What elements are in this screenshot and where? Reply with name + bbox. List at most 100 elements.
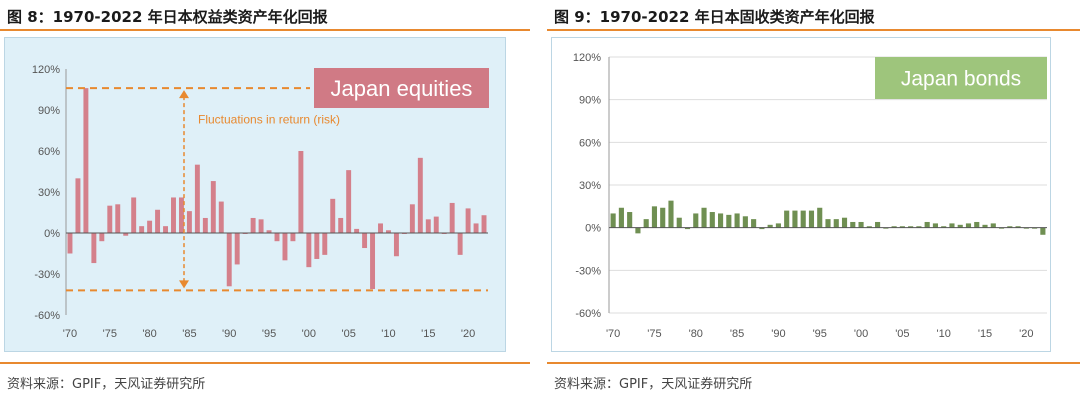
bar — [627, 212, 633, 228]
bar — [858, 221, 864, 228]
bar — [139, 226, 145, 233]
bar — [91, 233, 97, 264]
bar — [386, 230, 391, 233]
bar — [123, 233, 129, 236]
y-tick-label: -60% — [34, 310, 60, 322]
bar — [99, 233, 105, 242]
bar — [258, 219, 264, 233]
source-rule — [0, 362, 530, 364]
bar — [370, 233, 376, 290]
bar — [210, 181, 216, 233]
y-tick-label: 120% — [573, 52, 601, 64]
bar — [941, 226, 947, 228]
x-tick-label: '75 — [103, 328, 117, 340]
x-tick-label: '05 — [341, 328, 355, 340]
bar — [875, 221, 881, 228]
bar — [610, 213, 616, 228]
bar — [266, 230, 272, 233]
y-tick-label: 0% — [44, 228, 60, 240]
source-note: 资料来源：GPIF，天风证券研究所 — [7, 377, 206, 392]
bar — [808, 210, 815, 228]
bar — [433, 216, 439, 233]
bar — [362, 233, 368, 249]
x-tick-label: '90 — [222, 328, 236, 340]
bar — [792, 210, 798, 228]
bar — [908, 226, 914, 228]
y-tick-label: 90% — [38, 105, 60, 117]
source-rule — [547, 362, 1080, 364]
bar — [409, 204, 415, 233]
figure-panel-bonds: 图 9：1970-2022 年日本固收类资产年化回报 120% 90% 60% 30%… — [547, 0, 1080, 400]
bar — [147, 220, 153, 233]
bar — [282, 233, 288, 261]
title-rule — [547, 29, 1080, 31]
bar — [378, 223, 383, 233]
y-tick-label: 30% — [38, 187, 60, 199]
bar — [354, 228, 360, 233]
bar — [218, 201, 224, 233]
risk-annotation: Fluctuations in return (risk) — [198, 113, 340, 127]
bar — [1015, 226, 1021, 228]
bar — [75, 178, 81, 233]
bar — [1007, 226, 1013, 228]
x-tick-label: '15 — [978, 328, 992, 340]
x-tick-label: '20 — [1019, 328, 1033, 340]
bar — [481, 215, 487, 233]
bar — [635, 227, 641, 234]
bar — [693, 213, 699, 228]
bar — [990, 223, 996, 228]
bar — [465, 208, 471, 233]
bar — [155, 209, 161, 233]
source-note: 资料来源：GPIF，天风证券研究所 — [554, 377, 753, 392]
bar — [709, 212, 715, 228]
bar — [115, 204, 121, 233]
bar — [891, 226, 897, 228]
bar — [107, 205, 113, 233]
bar — [833, 219, 839, 228]
y-tick-label: 60% — [38, 146, 60, 158]
x-tick-label: '15 — [421, 328, 435, 340]
x-tick-label: '90 — [771, 328, 785, 340]
bar — [250, 217, 256, 233]
series-label-box — [314, 68, 489, 108]
bar — [417, 157, 423, 233]
bar — [726, 214, 732, 228]
bar — [701, 207, 707, 228]
bar — [67, 233, 73, 254]
x-tick-label: '85 — [730, 328, 744, 340]
bar — [982, 224, 988, 228]
bar — [676, 217, 682, 228]
x-tick-label: '95 — [813, 328, 827, 340]
bar — [949, 223, 955, 228]
bar — [314, 233, 320, 259]
bar — [957, 224, 963, 228]
bar — [425, 219, 431, 233]
bar — [932, 223, 938, 228]
x-tick-label: '80 — [142, 328, 156, 340]
bar — [734, 213, 740, 228]
bar — [290, 233, 296, 242]
x-tick-label: '70 — [63, 328, 77, 340]
y-tick-label: -60% — [575, 308, 601, 320]
bar — [866, 226, 872, 228]
figure-title: 图 9：1970-2022 年日本固收类资产年化回报 — [554, 8, 875, 26]
series-label: Japan equities — [331, 76, 473, 101]
series-label-box — [875, 57, 1047, 99]
bar — [751, 219, 757, 228]
series-label: Japan bonds — [901, 68, 1021, 91]
bar — [298, 151, 304, 233]
x-tick-label: '10 — [381, 328, 395, 340]
bar — [767, 224, 773, 228]
bar — [759, 227, 765, 230]
range-arrow-head-down — [179, 280, 189, 289]
y-tick-label: 90% — [579, 95, 601, 107]
y-tick-label: -30% — [34, 269, 60, 281]
x-tick-label: '00 — [854, 328, 868, 340]
y-tick-label: 0% — [585, 223, 601, 235]
bar — [618, 207, 624, 228]
bar — [800, 210, 806, 228]
y-tick-label: 60% — [579, 137, 601, 149]
x-tick-label: '95 — [262, 328, 276, 340]
x-tick-label: '00 — [302, 328, 316, 340]
bar — [346, 170, 352, 233]
